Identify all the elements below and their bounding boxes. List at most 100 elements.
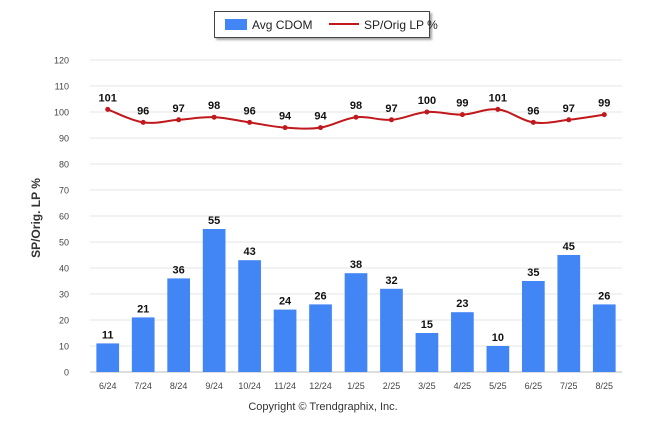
line-value-label: 96 [243, 105, 255, 117]
bar-value-label: 10 [492, 332, 504, 344]
line-point [601, 112, 607, 118]
y-tick-label: 90 [59, 134, 69, 144]
bar [309, 304, 332, 372]
x-tick-label: 9/24 [205, 381, 223, 391]
line-value-label: 94 [314, 111, 327, 123]
x-tick-label: 3/25 [418, 381, 436, 391]
legend-line-swatch [329, 23, 359, 25]
x-tick-label: 6/24 [99, 381, 117, 391]
y-axis-title: SP/Orig. LP % [29, 178, 43, 258]
x-tick-label: 5/25 [489, 381, 507, 391]
legend-line-label: SP/Orig LP % [364, 18, 438, 32]
x-tick-label: 7/25 [560, 381, 578, 391]
x-tick-label: 8/24 [170, 381, 188, 391]
line-value-label: 100 [418, 95, 436, 107]
line-point [388, 117, 394, 123]
line-value-label: 99 [456, 98, 468, 110]
line-point [176, 117, 182, 123]
bar [521, 281, 545, 372]
legend-bar-swatch [225, 19, 247, 30]
line-data-labels: 101 96 97 98 96 94 94 98 97 100 99 101 96 97 99 [99, 92, 611, 122]
legend-bar-label: Avg CDOM [252, 18, 313, 32]
y-tick-label: 10 [59, 342, 69, 352]
bar-value-label: 36 [173, 264, 185, 276]
bar-value-label: 15 [421, 319, 433, 331]
bar [486, 346, 510, 372]
bar-value-label: 32 [385, 275, 397, 287]
bar [202, 229, 226, 372]
line-point [247, 119, 253, 125]
y-tick-label: 40 [59, 264, 69, 274]
y-tick-label: 100 [54, 108, 69, 118]
y-tick-label: 20 [59, 316, 69, 326]
line-value-label: 97 [173, 103, 185, 115]
bar [415, 333, 439, 372]
line-point [140, 119, 146, 125]
bar [238, 260, 261, 372]
bar [131, 317, 155, 372]
x-tick-label: 8/25 [596, 381, 614, 391]
x-tick-label: 1/25 [347, 381, 365, 391]
x-tick-label: 7/24 [134, 381, 152, 391]
bar-value-label: 26 [598, 290, 610, 302]
line-point [566, 117, 572, 123]
line-point [353, 114, 359, 120]
line-point [495, 106, 501, 112]
x-tick-label: 4/25 [454, 381, 472, 391]
line-value-label: 101 [99, 92, 117, 104]
line-value-label: 98 [208, 100, 220, 112]
line-point [282, 125, 288, 131]
bar [273, 309, 297, 372]
line-point [459, 112, 465, 118]
legend: Avg CDOM SP/Orig LP % [214, 11, 438, 38]
bar-series [96, 229, 616, 372]
y-tick-label: 60 [59, 212, 69, 222]
bar [344, 273, 368, 372]
bar-value-label: 11 [102, 329, 114, 341]
line-value-label: 94 [279, 111, 292, 123]
bar [557, 255, 581, 372]
x-tick-label: 10/24 [238, 381, 261, 391]
bar-value-label: 26 [314, 290, 326, 302]
copyright-footer: Copyright © Trendgraphix, Inc. [248, 401, 398, 413]
line-point [105, 106, 111, 112]
bar-value-label: 38 [350, 259, 362, 271]
bar-value-label: 45 [563, 241, 575, 253]
bar-value-label: 55 [208, 215, 220, 227]
x-tick-label: 6/25 [525, 381, 543, 391]
bar [592, 304, 616, 372]
line-series [105, 106, 607, 131]
bar-value-label: 23 [456, 298, 468, 310]
line-value-label: 98 [350, 100, 362, 112]
y-tick-label: 0 [64, 368, 69, 378]
y-tick-label: 80 [59, 160, 69, 170]
y-tick-label: 50 [59, 238, 69, 248]
y-tick-label: 120 [54, 56, 69, 66]
x-tick-label: 2/25 [383, 381, 401, 391]
line-value-label: 97 [385, 103, 397, 115]
bar-data-labels: 11 21 36 55 43 24 26 38 32 15 23 10 35 45 26 [102, 215, 610, 344]
bar [380, 288, 403, 372]
x-tick-label: 12/24 [309, 381, 332, 391]
bar-value-label: 43 [243, 246, 255, 258]
bar [167, 278, 191, 372]
x-tick-label: 11/24 [274, 381, 296, 391]
x-axis-ticks: 6/24 7/24 8/24 9/24 10/24 11/24 12/24 1/25 2/25 3… [99, 381, 613, 391]
line-value-label: 97 [563, 103, 575, 115]
line-value-label: 101 [489, 92, 507, 104]
y-tick-label: 30 [59, 290, 69, 300]
line-value-label: 96 [527, 105, 539, 117]
bar [96, 343, 120, 372]
line-point [424, 109, 430, 115]
y-tick-label: 70 [59, 186, 69, 196]
y-tick-label: 110 [55, 82, 69, 92]
bar-value-label: 24 [279, 296, 292, 308]
bar [451, 312, 474, 372]
line-point [530, 119, 536, 125]
line-point [318, 125, 324, 131]
line-point [211, 114, 217, 120]
bar-value-label: 35 [527, 267, 539, 279]
y-axis-ticks: 0 10 20 30 40 50 60 70 80 90 100 110 120 [54, 56, 69, 378]
bar-value-label: 21 [137, 303, 149, 315]
